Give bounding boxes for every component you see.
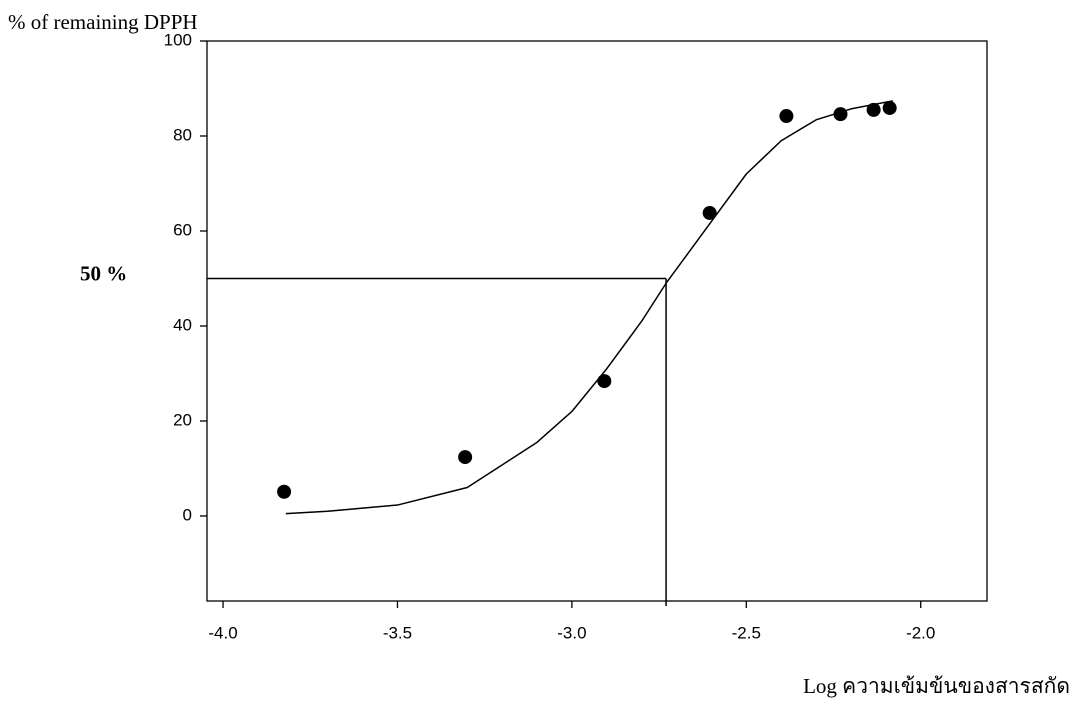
- x-tick-label: -2.5: [732, 623, 761, 642]
- y-tick-label: 40: [173, 315, 192, 334]
- y-tick-label: 20: [173, 410, 192, 429]
- y-tick-label: 80: [173, 125, 192, 144]
- x-tick-label: -3.5: [383, 623, 412, 642]
- y-tick-label: 0: [183, 505, 192, 524]
- reference-label: 50 %: [80, 261, 127, 285]
- y-axis-label: % of remaining DPPH: [8, 10, 198, 34]
- data-point: [882, 100, 897, 115]
- x-tick-label: -3.0: [557, 623, 586, 642]
- fit-curve: [285, 100, 893, 515]
- y-tick-label: 100: [164, 30, 192, 49]
- data-point: [702, 205, 717, 220]
- data-point: [866, 102, 881, 117]
- data-point: [779, 109, 794, 124]
- x-tick-label: -4.0: [208, 623, 237, 642]
- x-tick-label: -2.0: [906, 623, 935, 642]
- plot-frame: [206, 40, 988, 602]
- data-point: [597, 374, 612, 389]
- y-tick-label: 60: [173, 220, 192, 239]
- data-point: [277, 484, 292, 499]
- x-axis-label: Log ความเข้มข้นของสารสกัด: [803, 674, 1070, 698]
- data-point: [458, 450, 473, 465]
